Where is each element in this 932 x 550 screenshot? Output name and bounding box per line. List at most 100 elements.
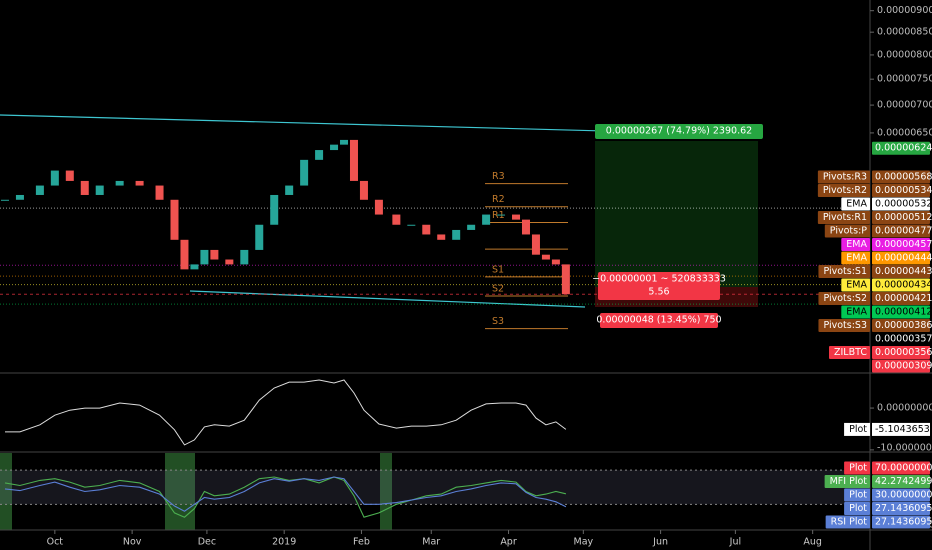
badge-name-box — [844, 488, 870, 502]
measure-box — [595, 124, 763, 139]
candle — [497, 214, 506, 216]
price-badge — [872, 346, 930, 359]
price-badge-label: 70.00000000 — [875, 463, 932, 474]
candle — [512, 214, 521, 220]
pivot-name: R2 — [492, 194, 505, 205]
candle — [541, 254, 550, 260]
price-badge — [872, 211, 930, 224]
badge-name: EMA — [846, 199, 867, 210]
candle — [330, 144, 339, 151]
price-badge — [872, 475, 930, 488]
badge-name-box — [829, 346, 870, 359]
price-badge — [872, 332, 930, 346]
price-badge-label: 27.14360951 — [875, 503, 932, 514]
badge-name-box — [841, 197, 870, 211]
measure-text: −0.00000001 ~ 520833333 — [592, 274, 726, 285]
osc-badge-name-box — [844, 422, 870, 436]
price-badge-label: 27.14360951 — [875, 517, 932, 528]
price-tick-label: 0.00000850 — [877, 27, 932, 38]
rsi-band — [0, 470, 870, 505]
price-badge — [872, 224, 930, 238]
price-badge — [872, 488, 930, 502]
osc-tick-label: -10.00000000 — [877, 443, 932, 454]
price-badge — [872, 461, 930, 475]
price-badge — [872, 251, 930, 265]
price-badge — [872, 305, 930, 319]
badge-name: Pivots:S1 — [823, 266, 867, 277]
candle — [35, 185, 44, 195]
price-badge — [872, 170, 930, 184]
oversold-zone — [0, 453, 12, 530]
candle — [482, 214, 491, 225]
oscillator-line — [5, 379, 567, 446]
price-badge — [872, 319, 930, 332]
price-badge-label: 0.00000421 — [875, 293, 932, 304]
candle — [135, 180, 144, 186]
badge-name: Pivots:P — [830, 226, 867, 237]
badge-name-box — [841, 305, 870, 319]
badge-name: EMA — [846, 307, 867, 318]
price-tick-label: 0.00000750 — [877, 74, 932, 85]
osc-tick-label: 0.00000000 — [877, 403, 932, 414]
measure-box — [598, 272, 720, 300]
candle — [15, 194, 24, 200]
badge-name-box — [817, 170, 870, 184]
oversold-zone — [165, 453, 195, 530]
candle — [190, 264, 199, 270]
candle — [531, 234, 540, 255]
badge-name-box — [844, 461, 870, 475]
candle — [155, 185, 164, 200]
badge-name: EMA — [846, 253, 867, 264]
badge-name-box — [818, 265, 870, 278]
badge-name-box — [817, 184, 870, 197]
price-badge-label: 42.27424998 — [875, 476, 932, 487]
time-label: Aug — [803, 537, 822, 548]
price-badge-label: 0.00000568 — [875, 172, 932, 183]
candle — [315, 150, 324, 160]
time-label: May — [574, 537, 594, 548]
badge-name: Pivots:S2 — [823, 293, 867, 304]
pivot-name: S2 — [492, 284, 504, 295]
badge-name-box — [841, 278, 870, 292]
candle — [374, 199, 383, 215]
price-badge-label: 0.00000512 — [875, 212, 932, 223]
badge-name-box — [817, 211, 870, 224]
candle — [0, 199, 9, 201]
price-badge-label: 0.00000412 — [875, 307, 932, 318]
price-badge — [872, 278, 930, 292]
badge-name-box — [844, 502, 870, 515]
price-badge-label: 0.00000457 — [875, 239, 932, 250]
candle — [255, 224, 264, 250]
time-label: Oct — [47, 537, 64, 548]
candle — [285, 185, 294, 195]
pivot-name: S1 — [492, 264, 504, 275]
candle — [200, 249, 209, 265]
price-tick-label: 0.00000700 — [877, 100, 932, 111]
candle — [407, 224, 416, 226]
badge-name-box — [824, 224, 870, 238]
candle — [340, 139, 349, 145]
indicator-line — [4, 476, 567, 512]
time-label: Jul — [729, 537, 741, 548]
candle — [170, 199, 179, 240]
candle — [80, 180, 89, 195]
measure-box — [600, 313, 718, 328]
candle — [437, 234, 446, 240]
badge-name: Plot — [849, 490, 867, 501]
price-badge — [872, 141, 930, 155]
badge-name: Plot — [849, 463, 867, 474]
badge-name-box — [841, 238, 870, 251]
price-badge-label: 0.00000356 — [875, 347, 932, 358]
candle — [349, 139, 358, 181]
candle — [95, 185, 104, 195]
profit-zone — [595, 141, 758, 287]
time-label: Mar — [422, 537, 440, 548]
badge-name: Pivots:R1 — [823, 212, 867, 223]
candle — [240, 249, 249, 265]
price-badge-label: 0.00000386 — [875, 320, 932, 331]
candle — [115, 180, 124, 186]
price-badge-label: 0.00000309 — [875, 361, 932, 372]
badge-name-box — [825, 515, 870, 529]
badge-name: MFI Plot — [830, 476, 868, 487]
